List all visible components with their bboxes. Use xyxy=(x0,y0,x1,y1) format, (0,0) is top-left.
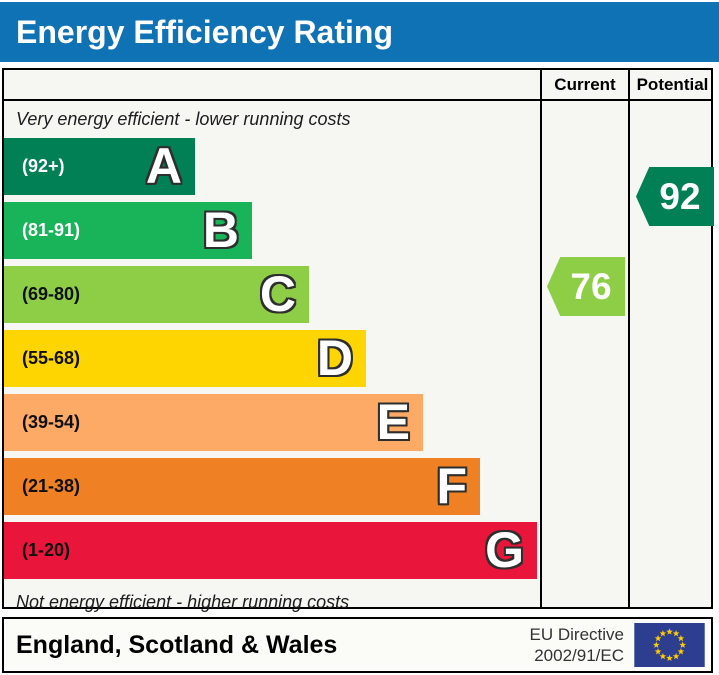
band-a-letter: A xyxy=(145,138,182,194)
band-b: (81-91) B xyxy=(4,202,252,259)
bands-area: Very energy efficient - lower running co… xyxy=(4,101,540,616)
band-g: (1-20) G xyxy=(4,522,537,579)
band-b-letter: B xyxy=(202,202,239,258)
band-c: (69-80) C xyxy=(4,266,309,323)
rating-chart-box: Current Potential Very energy efficient … xyxy=(2,68,715,612)
band-e-range: (39-54) xyxy=(22,412,81,432)
bottom-caption: Not energy efficient - higher running co… xyxy=(16,591,350,612)
column-header-current: Current xyxy=(554,74,616,94)
current-column: Current xyxy=(540,70,628,607)
band-f-letter: F xyxy=(436,458,467,514)
column-header-potential: Potential xyxy=(636,74,709,94)
band-c-range: (69-80) xyxy=(22,284,81,304)
band-d: (55-68) D xyxy=(4,330,366,387)
band-row: (81-91) B xyxy=(4,202,540,259)
band-d-letter: D xyxy=(316,330,353,386)
band-row: (39-54) E xyxy=(4,394,540,451)
band-f-range: (21-38) xyxy=(22,476,81,496)
top-caption: Very energy efficient - lower running co… xyxy=(16,109,351,129)
band-g-range: (1-20) xyxy=(22,540,71,560)
band-e-letter: E xyxy=(376,394,410,450)
eu-directive-label: EU Directive 2002/91/EC xyxy=(530,624,634,667)
region-label: England, Scotland & Wales xyxy=(16,630,338,659)
band-e: (39-54) E xyxy=(4,394,423,451)
title-bar: Energy Efficiency Rating xyxy=(0,2,719,62)
footer-bar: England, Scotland & Wales EU Directive 2… xyxy=(2,617,713,673)
band-b-range: (81-91) xyxy=(22,220,81,240)
eu-directive-line1: EU Directive xyxy=(529,624,624,644)
band-d-range: (55-68) xyxy=(22,348,81,368)
potential-rating-arrow: 92 xyxy=(636,167,714,226)
band-a-range: (92+) xyxy=(22,156,65,176)
page-title: Energy Efficiency Rating xyxy=(16,13,393,50)
chart-header-row xyxy=(4,70,711,101)
band-row: (21-38) F xyxy=(4,458,540,515)
current-rating-value: 76 xyxy=(570,265,612,307)
band-g-letter: G xyxy=(485,522,524,578)
potential-column: Potential xyxy=(628,70,715,607)
band-f: (21-38) F xyxy=(4,458,480,515)
potential-rating-value: 92 xyxy=(659,175,701,217)
band-c-letter: C xyxy=(259,266,296,322)
band-row: (1-20) G xyxy=(4,522,540,579)
current-rating-arrow: 76 xyxy=(547,257,625,316)
eu-flag-icon xyxy=(634,623,705,667)
band-row: (92+) A xyxy=(4,138,540,195)
eu-directive-line2: 2002/91/EC xyxy=(534,646,624,665)
band-a: (92+) A xyxy=(4,138,195,195)
band-row: (55-68) D xyxy=(4,330,540,387)
band-row: (69-80) C xyxy=(4,266,540,323)
